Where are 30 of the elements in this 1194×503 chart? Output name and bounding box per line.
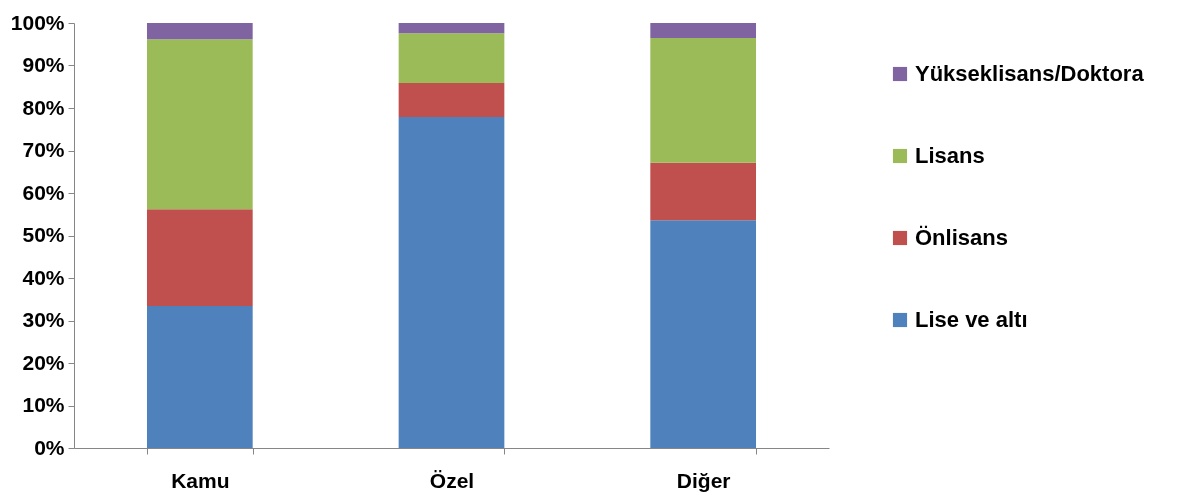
bar: [146, 23, 253, 40]
bar: [650, 220, 757, 448]
legend-label: Yükseklisans/Doktora: [915, 61, 1145, 86]
y-tick-label: 60%: [22, 180, 65, 204]
y-tick-label: 80%: [22, 95, 65, 119]
bar: [398, 23, 505, 34]
y-tick-label: 90%: [22, 53, 65, 76]
y-tick-label: 70%: [22, 138, 65, 161]
bar: [146, 39, 253, 210]
y-tick-label: 50%: [22, 223, 65, 246]
bar: [146, 209, 253, 307]
y-tick-label: 30%: [22, 308, 65, 331]
legend-label: Önlisans: [915, 225, 1008, 250]
bar: [398, 82, 505, 117]
y-tick-label: 10%: [22, 393, 65, 416]
y-tick-label: 40%: [22, 265, 65, 289]
y-tick-label: 100%: [10, 10, 65, 34]
bar: [398, 116, 505, 448]
y-tick-label: 20%: [22, 350, 65, 374]
bar: [650, 23, 757, 38]
bar: [650, 37, 757, 163]
bar: [146, 306, 253, 448]
x-tick-label: Kamu: [171, 468, 230, 492]
x-tick-label: Özel: [429, 468, 475, 492]
y-tick-label: 0%: [34, 435, 65, 459]
bar: [650, 162, 757, 221]
bar: [398, 33, 505, 83]
legend-label: Lisans: [915, 143, 985, 168]
legend-label: Lise ve altı: [915, 307, 1028, 332]
x-tick-label: Diğer: [676, 468, 731, 492]
